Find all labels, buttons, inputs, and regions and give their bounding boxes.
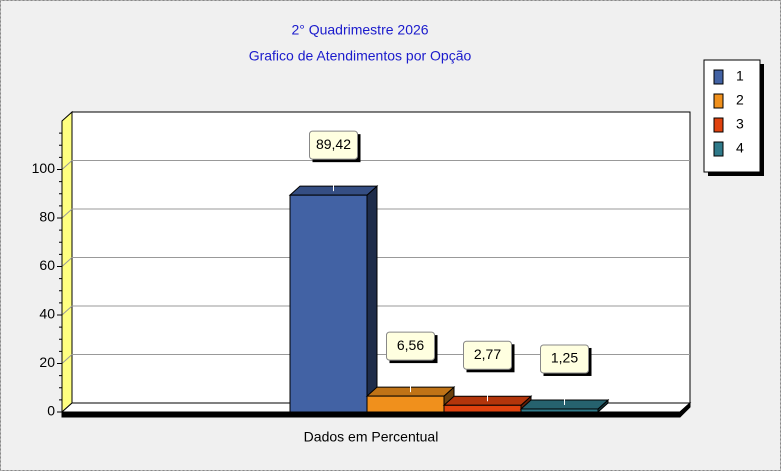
grid-line-side <box>61 305 73 316</box>
x-tick-label: Dados em Percentual <box>304 429 439 445</box>
value-label-box <box>463 340 512 370</box>
value-label: 2,77 <box>474 346 501 362</box>
grid-line-side <box>61 354 73 364</box>
value-label-box <box>540 344 589 374</box>
y-tick-label: 40 <box>39 306 55 322</box>
legend-label: 4 <box>736 140 744 156</box>
y-tick-label: 60 <box>39 257 55 273</box>
bar-side <box>366 185 378 414</box>
grid-line-side <box>61 208 73 219</box>
y-tick-label: 20 <box>39 354 55 370</box>
legend-label: 2 <box>736 92 744 108</box>
y-tick-label: 100 <box>32 160 56 176</box>
y-tick-label: 80 <box>39 209 55 225</box>
legend-swatch <box>713 117 724 133</box>
bar <box>520 408 599 413</box>
legend <box>703 59 761 173</box>
bar <box>443 404 522 413</box>
legend-swatch <box>713 69 724 85</box>
legend-swatch <box>713 93 724 109</box>
value-label: 89,42 <box>316 136 351 152</box>
floor-edge <box>61 401 691 418</box>
value-label: 1,25 <box>551 350 578 366</box>
y-tick-label: 0 <box>47 403 55 419</box>
legend-label: 1 <box>736 68 744 84</box>
chart-title: 2° Quadrimestre 2026 <box>291 22 428 38</box>
value-label-box <box>309 130 358 160</box>
bar <box>289 194 368 413</box>
chart-subtitle: Grafico de Atendimentos por Opção <box>249 48 472 64</box>
value-label-box <box>386 331 435 361</box>
bar <box>366 395 445 413</box>
legend-label: 3 <box>736 116 744 132</box>
grid-line-side <box>61 160 73 170</box>
legend-swatch <box>713 141 724 157</box>
grid-line-side <box>61 257 73 267</box>
value-label: 6,56 <box>397 337 424 353</box>
